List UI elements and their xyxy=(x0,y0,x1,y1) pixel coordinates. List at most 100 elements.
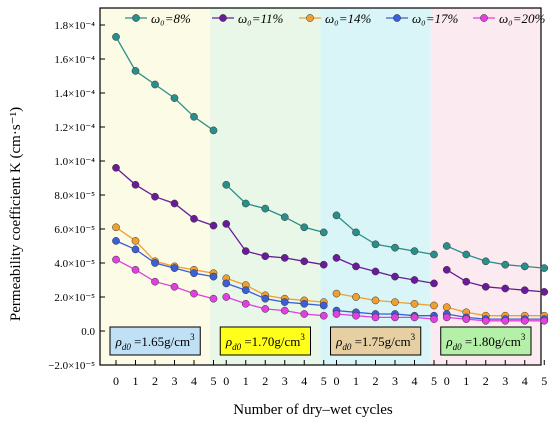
legend-marker xyxy=(480,14,488,22)
data-point xyxy=(241,247,250,255)
legend: ω₀=8% ω₀=11% ω₀=14% ω₀=17% ω₀=20% xyxy=(125,11,545,26)
panel-label-2: ρd0 =1.70g/cm3 xyxy=(225,332,306,352)
y-tick-label: 2.0×10⁻⁵ xyxy=(54,292,95,304)
data-point xyxy=(131,245,140,254)
data-point xyxy=(300,299,309,308)
data-point xyxy=(430,315,438,323)
x-tick-label: 3 xyxy=(282,374,288,388)
x-tick-label: 2 xyxy=(262,374,268,388)
data-point xyxy=(391,298,399,306)
data-point xyxy=(501,260,510,269)
panel-labels: ρd0 =1.65g/cm3 ρd0 =1.70g/cm3 ρd0 =1.75g/c… xyxy=(109,326,532,356)
data-point xyxy=(319,260,328,269)
data-point xyxy=(280,298,289,306)
data-point xyxy=(540,316,549,325)
x-tick-label: 0 xyxy=(113,374,119,388)
data-point xyxy=(481,316,490,325)
data-point xyxy=(371,296,380,305)
data-point xyxy=(319,301,328,310)
x-tick-label: 4 xyxy=(301,374,307,388)
data-point xyxy=(430,279,438,288)
y-axis-label: Permeability coefficient K (cm·s⁻¹) xyxy=(8,107,24,321)
data-point xyxy=(442,242,451,250)
x-tick-label: 0 xyxy=(223,374,229,388)
panel-label-4: ρd0 =1.80g/cm3 xyxy=(445,332,526,352)
data-point xyxy=(112,163,120,172)
legend-marker xyxy=(306,14,314,22)
data-point xyxy=(131,265,140,274)
x-tick-label: 4 xyxy=(412,374,418,388)
data-point xyxy=(261,294,270,303)
data-point xyxy=(112,223,120,232)
y-tick-label: 8.0×10⁻⁵ xyxy=(54,190,95,202)
legend-entry-1: ω₀=8% xyxy=(151,11,191,26)
x-tick-label: 4 xyxy=(522,374,528,388)
x-tick-label: 5 xyxy=(321,374,327,388)
data-point xyxy=(319,311,328,320)
data-point xyxy=(151,192,159,201)
y-tick-label: 6.0×10⁻⁵ xyxy=(54,224,95,236)
data-point xyxy=(190,289,198,298)
data-point xyxy=(241,286,250,295)
data-point xyxy=(300,223,309,232)
data-point xyxy=(131,237,140,245)
data-point xyxy=(112,237,120,245)
data-point xyxy=(319,228,328,237)
panel-background-1 xyxy=(100,8,211,365)
data-point xyxy=(112,255,120,264)
series-line-1-panel-1 xyxy=(115,36,214,131)
data-point xyxy=(280,306,289,315)
data-point xyxy=(371,313,380,322)
x-tick-label: 2 xyxy=(152,374,158,388)
data-point xyxy=(371,240,380,249)
x-tick-label: 1 xyxy=(243,374,249,388)
data-point xyxy=(520,316,529,325)
legend-marker xyxy=(393,14,401,22)
data-point xyxy=(170,94,179,102)
legend-entry-3: ω₀=14% xyxy=(325,11,371,26)
x-tick-label: 3 xyxy=(392,374,398,388)
data-point xyxy=(332,211,341,220)
legend-entry-5: ω₀=20% xyxy=(499,11,545,26)
data-point xyxy=(112,33,120,41)
data-point xyxy=(352,262,360,271)
data-point xyxy=(462,315,471,323)
axis-frame xyxy=(99,7,542,366)
data-point xyxy=(170,282,179,291)
x-tick-label: 4 xyxy=(191,374,197,388)
data-point xyxy=(442,313,451,322)
data-point xyxy=(410,247,419,255)
data-point xyxy=(261,252,270,261)
y-tick-label: −2.0×10⁻⁵ xyxy=(48,360,95,372)
data-series xyxy=(112,33,549,325)
data-point xyxy=(332,289,341,298)
data-point xyxy=(371,267,380,276)
data-point xyxy=(151,277,159,286)
data-point xyxy=(352,228,360,237)
x-axis-label: Number of dry–wet cycles xyxy=(233,402,393,418)
legend-marker xyxy=(132,14,140,22)
data-point xyxy=(222,220,231,228)
x-tick-label: 5 xyxy=(541,374,547,388)
data-point xyxy=(151,259,159,267)
data-point xyxy=(430,301,438,310)
data-point xyxy=(170,264,179,272)
data-point xyxy=(540,264,549,272)
data-point xyxy=(300,310,309,318)
y-tick-label: 1.4×10⁻⁴ xyxy=(54,88,95,100)
data-point xyxy=(332,254,341,262)
data-point xyxy=(261,204,270,213)
data-point xyxy=(501,316,510,325)
data-point xyxy=(280,254,289,262)
x-tick-label: 1 xyxy=(353,374,359,388)
data-point xyxy=(151,80,159,89)
data-point xyxy=(222,293,231,301)
x-tick-label: 1 xyxy=(463,374,469,388)
data-point xyxy=(442,303,451,312)
legend-marker xyxy=(219,14,227,22)
data-point xyxy=(540,288,549,296)
x-tick-label: 5 xyxy=(211,374,217,388)
data-point xyxy=(501,284,510,293)
